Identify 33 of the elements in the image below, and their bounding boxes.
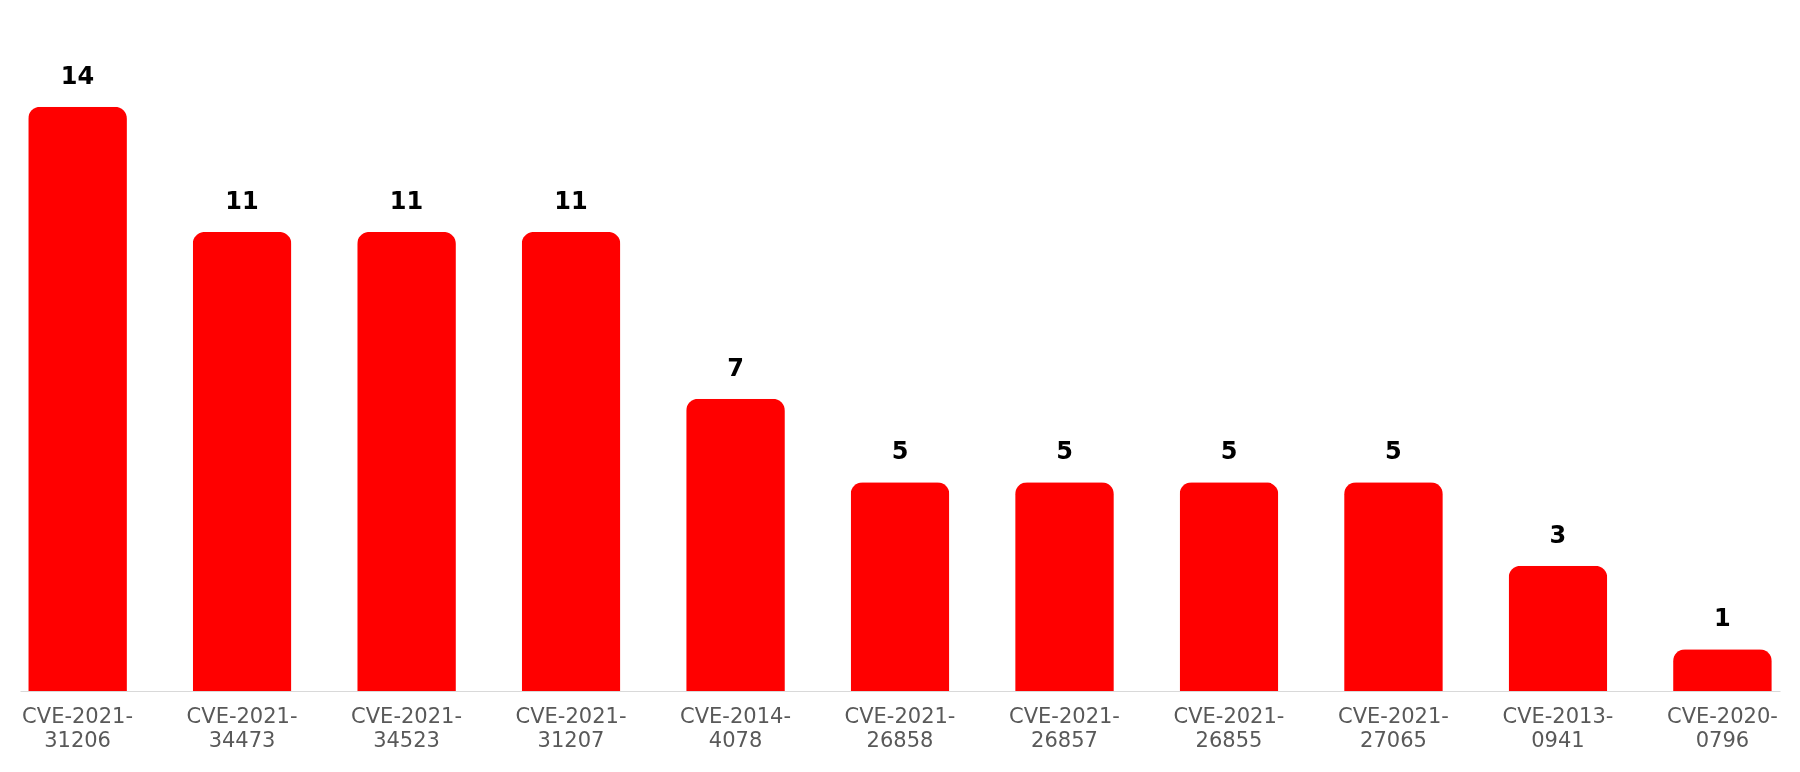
x-tick-label: CVE-2021-31207 bbox=[515, 703, 627, 752]
data-label: 3 bbox=[1549, 520, 1567, 549]
bar bbox=[1673, 649, 1772, 691]
x-tick-label: CVE-2013-0941 bbox=[1502, 703, 1614, 752]
bar bbox=[1344, 482, 1443, 691]
x-tick-label: CVE-2021-31206 bbox=[22, 703, 134, 752]
data-label: 5 bbox=[1385, 437, 1402, 466]
x-tick-label: CVE-2021-26857 bbox=[1009, 703, 1120, 752]
data-label: 1 bbox=[1714, 604, 1731, 633]
bar bbox=[28, 106, 127, 691]
x-tick-label: CVE-2020-0796 bbox=[1666, 703, 1778, 752]
data-label: 14 bbox=[60, 61, 95, 90]
x-tick-label: CVE-2021-26855 bbox=[1173, 703, 1285, 752]
bar bbox=[192, 231, 292, 691]
x-tick-label: CVE-2021-27065 bbox=[1338, 703, 1449, 752]
data-label: 5 bbox=[1056, 437, 1073, 466]
x-tick-label: CVE-2014-4078 bbox=[680, 703, 791, 752]
data-label: 5 bbox=[891, 437, 909, 466]
bar bbox=[686, 398, 785, 691]
x-tick-label: CVE-2021-34473 bbox=[186, 703, 298, 752]
x-tick-label: CVE-2021-26858 bbox=[844, 703, 956, 752]
bar bbox=[850, 482, 950, 691]
data-label: 11 bbox=[389, 186, 424, 215]
bar bbox=[1508, 565, 1608, 691]
data-label: 7 bbox=[727, 353, 744, 382]
x-tick-label: CVE-2021-34523 bbox=[351, 703, 462, 752]
data-label: 11 bbox=[554, 186, 588, 215]
bar bbox=[521, 231, 621, 691]
bar bbox=[1015, 482, 1114, 691]
bar bbox=[357, 231, 456, 691]
bar bbox=[1179, 482, 1279, 691]
data-label: 5 bbox=[1220, 437, 1238, 466]
data-label: 11 bbox=[225, 186, 259, 215]
